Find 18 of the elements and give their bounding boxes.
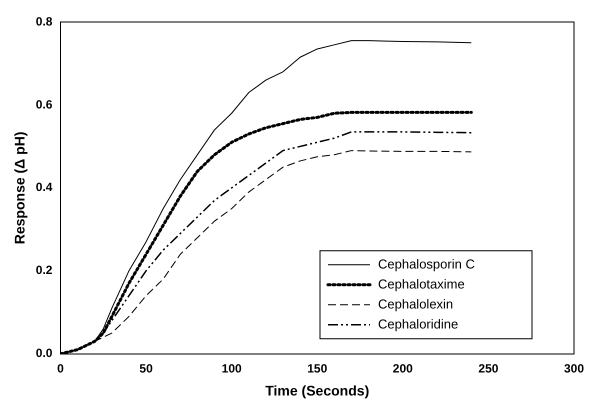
legend-label: Cephalolexin [378, 296, 454, 312]
y-axis-title: Response (Δ pH) [11, 132, 28, 244]
y-tick-label: 0.2 [36, 263, 53, 278]
legend-label: Cephalotaxime [378, 276, 465, 292]
y-tick-label: 0.6 [36, 97, 53, 112]
x-tick-label: 150 [307, 361, 328, 376]
x-tick-label: 100 [222, 361, 242, 376]
x-tick-label: 0 [57, 361, 64, 376]
x-tick-label: 300 [564, 361, 584, 376]
x-tick-label: 250 [478, 361, 499, 376]
y-tick-label: 0.8 [36, 14, 53, 28]
x-tick-label: 50 [139, 361, 154, 376]
legend-label: Cephaloridine [378, 316, 458, 332]
x-tick-label: 200 [392, 361, 414, 376]
x-axis-title: Time (Seconds) [265, 382, 370, 398]
y-tick-label: 0.4 [36, 180, 53, 194]
legend-label: Cephalosporin C [378, 256, 475, 272]
y-tick-label: 0.0 [36, 346, 53, 360]
